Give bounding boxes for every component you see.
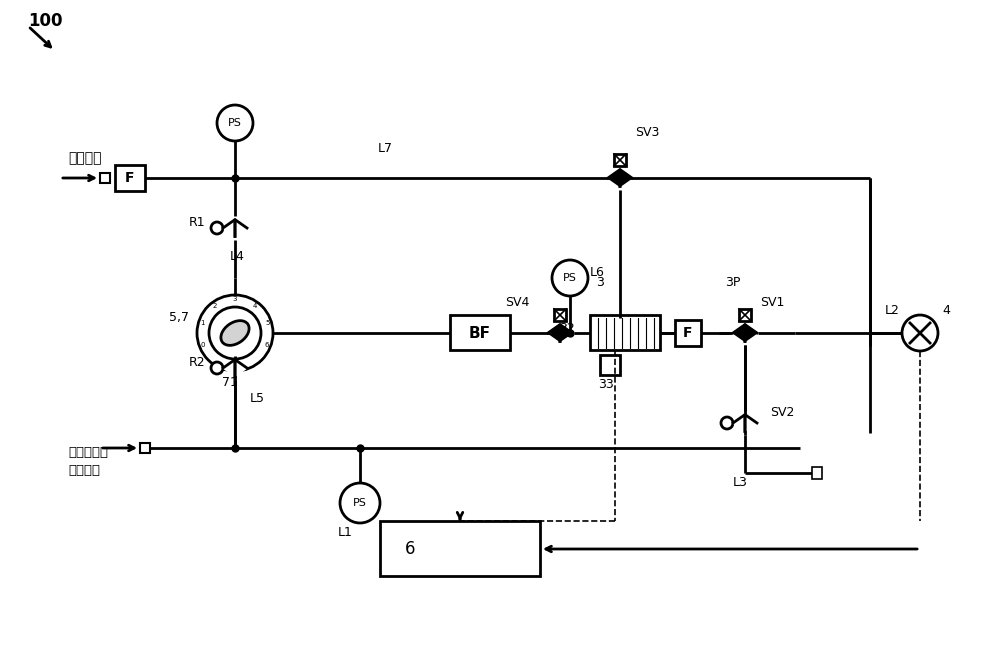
Bar (600, 355, 620, 375)
Text: 33: 33 (598, 379, 614, 392)
Bar (115, 165, 145, 191)
Text: 稀释气体: 稀释气体 (68, 464, 100, 476)
Ellipse shape (221, 321, 249, 345)
Polygon shape (548, 325, 560, 341)
Text: 6: 6 (265, 342, 269, 348)
Circle shape (340, 483, 380, 523)
Text: L3: L3 (733, 476, 747, 489)
Text: 驱动用气体: 驱动用气体 (68, 447, 108, 459)
Text: R1: R1 (188, 216, 205, 230)
Text: 0: 0 (201, 342, 205, 348)
Text: 4: 4 (942, 304, 950, 318)
Text: L6: L6 (590, 266, 605, 279)
Polygon shape (733, 415, 745, 432)
Circle shape (552, 260, 588, 296)
Circle shape (902, 315, 938, 351)
Circle shape (197, 295, 273, 371)
Text: L4: L4 (230, 249, 245, 262)
Circle shape (211, 362, 223, 374)
Polygon shape (235, 359, 247, 377)
Text: 2: 2 (213, 302, 217, 309)
Bar (450, 315, 510, 350)
Text: PS: PS (563, 273, 577, 283)
Polygon shape (223, 359, 235, 377)
Circle shape (211, 222, 223, 234)
Text: 3: 3 (596, 276, 604, 289)
Text: SV3: SV3 (635, 127, 659, 140)
Text: 3: 3 (233, 296, 237, 302)
Text: PS: PS (228, 118, 242, 128)
Text: SV4: SV4 (506, 297, 530, 310)
Text: 6: 6 (405, 540, 415, 558)
Polygon shape (223, 220, 235, 236)
Text: 5,7: 5,7 (169, 312, 189, 325)
Polygon shape (745, 415, 757, 432)
Text: 助燃气体: 助燃气体 (68, 151, 102, 165)
Polygon shape (560, 325, 572, 341)
Bar (380, 521, 540, 576)
Bar (739, 309, 751, 321)
Text: 32: 32 (559, 321, 575, 335)
Text: F: F (683, 326, 693, 340)
Text: SV2: SV2 (770, 407, 794, 419)
Polygon shape (235, 220, 247, 236)
Text: 100: 100 (28, 12, 62, 30)
Circle shape (217, 105, 253, 141)
Text: L5: L5 (250, 392, 265, 405)
Text: L1: L1 (338, 527, 352, 539)
Text: L2: L2 (885, 304, 900, 318)
Text: F: F (125, 171, 135, 185)
Text: 4: 4 (253, 302, 257, 309)
Text: PS: PS (353, 498, 367, 508)
Text: 5: 5 (265, 320, 270, 326)
Text: 1: 1 (200, 320, 205, 326)
Polygon shape (620, 170, 632, 186)
Bar (100, 173, 110, 183)
Circle shape (209, 307, 261, 359)
Text: L7: L7 (378, 142, 392, 155)
Polygon shape (608, 170, 620, 186)
Bar (590, 315, 660, 350)
Bar (554, 309, 566, 321)
Bar (812, 467, 822, 479)
Circle shape (721, 417, 733, 429)
Polygon shape (733, 325, 745, 341)
Text: 71: 71 (222, 377, 238, 390)
Bar (140, 443, 150, 453)
Bar (614, 154, 626, 166)
Text: R2: R2 (188, 356, 205, 369)
Text: SV1: SV1 (760, 297, 784, 310)
Bar (675, 320, 701, 346)
Polygon shape (745, 325, 757, 341)
Text: BF: BF (469, 325, 491, 340)
Text: 3P: 3P (725, 276, 740, 289)
